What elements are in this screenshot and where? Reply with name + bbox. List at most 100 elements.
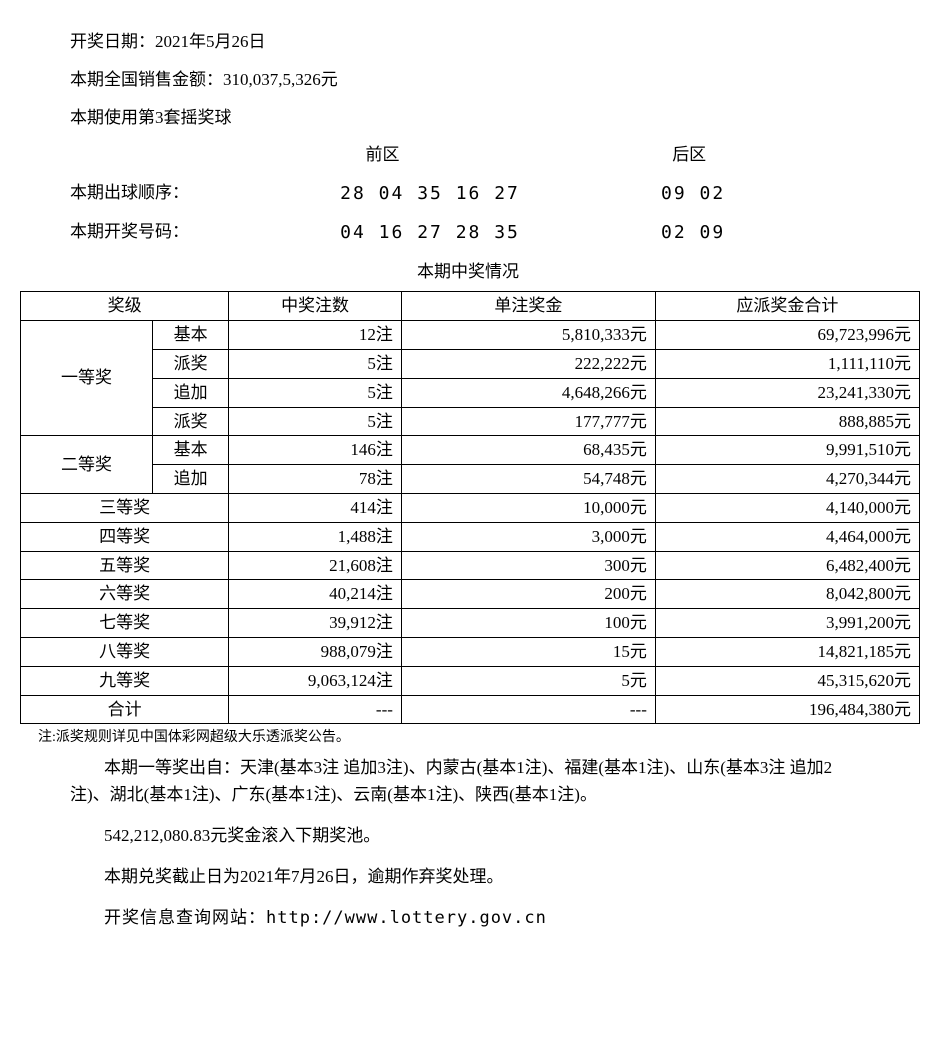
table-row: 派奖 5注 177,777元 888,885元 [21,407,920,436]
count-cell: 414注 [229,493,402,522]
total-cell: 23,241,330元 [655,378,919,407]
level-cell: 合计 [21,695,229,724]
table-row: 八等奖 988,079注 15元 14,821,185元 [21,637,920,666]
per-cell: 4,648,266元 [401,378,655,407]
per-cell: 177,777元 [401,407,655,436]
level-cell: 九等奖 [21,666,229,695]
table-row: 合计 --- --- 196,484,380元 [21,695,920,724]
sub-cell: 基本 [153,436,229,465]
winners-paragraph: 本期一等奖出自：天津(基本3注 追加3注)、内蒙古(基本1注)、福建(基本1注)… [70,754,866,808]
total-cell: 1,111,110元 [655,349,919,378]
draw-date-label: 开奖日期： [70,32,155,51]
per-cell: 200元 [401,580,655,609]
per-cell: 222,222元 [401,349,655,378]
table-row: 九等奖 9,063,124注 5元 45,315,620元 [21,666,920,695]
col-level: 奖级 [21,292,229,321]
total-cell: 888,885元 [655,407,919,436]
per-cell: 68,435元 [401,436,655,465]
table-row: 追加 5注 4,648,266元 23,241,330元 [21,378,920,407]
ball-header-row: 前区 后区 [70,143,866,167]
sub-cell: 基本 [153,321,229,350]
total-cell: 14,821,185元 [655,637,919,666]
table-row: 六等奖 40,214注 200元 8,042,800元 [21,580,920,609]
total-cell: 3,991,200元 [655,609,919,638]
draw-order-row: 本期出球顺序： 28 04 35 16 27 09 02 [70,181,866,206]
total-cell: 8,042,800元 [655,580,919,609]
total-cell: 69,723,996元 [655,321,919,350]
sub-cell: 派奖 [153,407,229,436]
sub-cell: 追加 [153,465,229,494]
per-cell: --- [401,695,655,724]
per-cell: 100元 [401,609,655,638]
col-count: 中奖注数 [229,292,402,321]
total-cell: 9,991,510元 [655,436,919,465]
level-cell: 四等奖 [21,522,229,551]
winning-row: 本期开奖号码： 04 16 27 28 35 02 09 [70,220,866,245]
draw-order-front: 28 04 35 16 27 [340,181,601,206]
table-title: 本期中奖情况 [20,260,916,284]
col-perprize: 单注奖金 [401,292,655,321]
total-cell: 4,140,000元 [655,493,919,522]
per-cell: 300元 [401,551,655,580]
sales-label: 本期全国销售金额： [70,70,223,89]
winning-label: 本期开奖号码： [70,220,340,245]
total-cell: 4,270,344元 [655,465,919,494]
sub-cell: 派奖 [153,349,229,378]
draw-date-value: 2021年5月26日 [155,32,266,51]
level-cell: 二等奖 [21,436,153,494]
level-cell: 五等奖 [21,551,229,580]
sales-value: 310,037,5,326元 [223,70,338,89]
total-cell: 196,484,380元 [655,695,919,724]
per-cell: 54,748元 [401,465,655,494]
per-cell: 5,810,333元 [401,321,655,350]
count-cell: 5注 [229,378,402,407]
draw-order-back: 09 02 [601,181,866,206]
count-cell: --- [229,695,402,724]
sales-line: 本期全国销售金额：310,037,5,326元 [70,68,916,92]
count-cell: 78注 [229,465,402,494]
ball-section: 前区 后区 本期出球顺序： 28 04 35 16 27 09 02 本期开奖号… [70,143,866,245]
bonus-rule-note: 注:派奖规则详见中国体彩网超级大乐透派奖公告。 [38,728,916,748]
per-cell: 3,000元 [401,522,655,551]
count-cell: 5注 [229,407,402,436]
prize-table: 奖级 中奖注数 单注奖金 应派奖金合计 一等奖 基本 12注 5,810,333… [20,291,920,724]
ball-set-line: 本期使用第3套摇奖球 [70,106,916,130]
total-cell: 45,315,620元 [655,666,919,695]
table-row: 七等奖 39,912注 100元 3,991,200元 [21,609,920,638]
level-cell: 八等奖 [21,637,229,666]
per-cell: 15元 [401,637,655,666]
count-cell: 9,063,124注 [229,666,402,695]
website-paragraph: 开奖信息查询网站：http://www.lottery.gov.cn [70,905,866,932]
table-row: 五等奖 21,608注 300元 6,482,400元 [21,551,920,580]
count-cell: 12注 [229,321,402,350]
col-total: 应派奖金合计 [655,292,919,321]
table-row: 四等奖 1,488注 3,000元 4,464,000元 [21,522,920,551]
winning-front: 04 16 27 28 35 [340,220,601,245]
per-cell: 5元 [401,666,655,695]
level-cell: 三等奖 [21,493,229,522]
winning-back: 02 09 [601,220,866,245]
count-cell: 39,912注 [229,609,402,638]
count-cell: 1,488注 [229,522,402,551]
count-cell: 21,608注 [229,551,402,580]
draw-order-label: 本期出球顺序： [70,181,340,206]
table-row: 一等奖 基本 12注 5,810,333元 69,723,996元 [21,321,920,350]
draw-date-line: 开奖日期：2021年5月26日 [70,30,916,54]
level-cell: 七等奖 [21,609,229,638]
back-area-label: 后区 [612,143,866,167]
count-cell: 40,214注 [229,580,402,609]
front-area-label: 前区 [326,143,613,167]
level-cell: 一等奖 [21,321,153,436]
count-cell: 146注 [229,436,402,465]
deadline-paragraph: 本期兑奖截止日为2021年7月26日，逾期作弃奖处理。 [70,863,866,890]
table-row: 派奖 5注 222,222元 1,111,110元 [21,349,920,378]
per-cell: 10,000元 [401,493,655,522]
rollover-paragraph: 542,212,080.83元奖金滚入下期奖池。 [70,822,866,849]
count-cell: 5注 [229,349,402,378]
total-cell: 6,482,400元 [655,551,919,580]
spacer [70,143,326,167]
table-row: 追加 78注 54,748元 4,270,344元 [21,465,920,494]
total-cell: 4,464,000元 [655,522,919,551]
table-row: 二等奖 基本 146注 68,435元 9,991,510元 [21,436,920,465]
table-header-row: 奖级 中奖注数 单注奖金 应派奖金合计 [21,292,920,321]
